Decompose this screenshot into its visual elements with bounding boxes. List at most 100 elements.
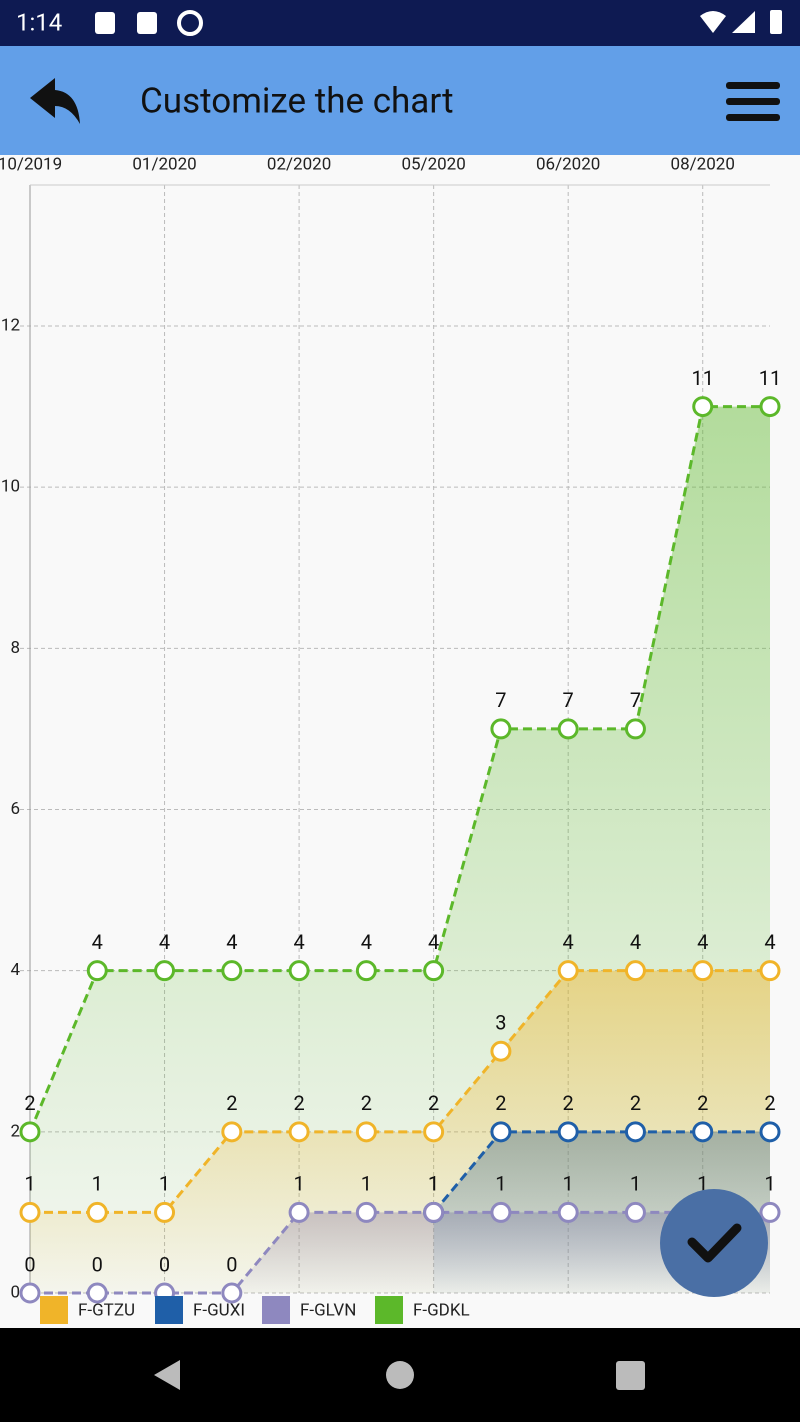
x-tick-label: 10/2019 [0,154,62,174]
line [28,405,770,1133]
data-label: 11 [759,366,781,390]
data-label: 0 [92,1252,103,1276]
x-tick-label: 01/2020 [132,154,196,174]
legend-swatch [155,1296,183,1324]
data-label: 7 [495,688,506,712]
point [19,1201,41,1223]
point [355,1121,377,1143]
point [490,1201,512,1223]
point [624,960,646,982]
data-label: 2 [764,1091,775,1115]
point [288,960,310,982]
app-title: Customize the chart [140,80,454,121]
data-label: 1 [24,1172,35,1196]
app-bar [0,46,800,155]
data-label: 1 [159,1172,170,1196]
data-label: 4 [764,930,775,954]
point [288,1121,310,1143]
point [86,1201,108,1223]
x-tick-label: 06/2020 [536,154,600,174]
point [355,1201,377,1223]
point [624,718,646,740]
point [490,1040,512,1062]
point [624,1201,646,1223]
line [30,1210,770,1295]
data-label: 4 [697,930,708,954]
y-tick-label: 2 [10,1121,20,1141]
point [221,1121,243,1143]
legend-label: F-GUXI [193,1300,245,1320]
status-bar [0,0,800,46]
point [221,1282,243,1304]
data-label: 2 [24,1091,35,1115]
menu-button[interactable] [726,82,780,121]
point [692,396,714,418]
point [490,1121,512,1143]
nav-recent[interactable] [616,1361,645,1390]
data-label: 1 [495,1172,506,1196]
confirm-button[interactable] [660,1189,768,1297]
status-time: 1:14 [16,8,62,36]
data-label: 2 [495,1091,506,1115]
x-tick-label: 08/2020 [671,154,735,174]
point [355,960,377,982]
y-tick-label: 4 [10,960,20,980]
point [759,396,781,418]
data-label: 1 [428,1172,439,1196]
point [86,1282,108,1304]
point [154,1201,176,1223]
point [692,960,714,982]
point [19,1282,41,1304]
data-label: 2 [697,1091,708,1115]
data-label: 2 [428,1091,439,1115]
point [692,1121,714,1143]
data-label: 4 [361,930,372,954]
back-button[interactable] [30,78,80,124]
line [432,1130,770,1214]
data-label: 1 [361,1172,372,1196]
data-label: 4 [92,930,103,954]
data-label: 0 [226,1252,237,1276]
point [490,718,512,740]
status-icons [95,10,782,36]
point [423,1121,445,1143]
data-label: 4 [428,930,439,954]
nav-back[interactable] [154,1360,180,1390]
legend-label: F-GTZU [78,1300,135,1320]
data-label: 1 [428,1172,439,1196]
legend-swatch [40,1296,68,1324]
point [221,960,243,982]
data-label: 7 [563,688,574,712]
line [30,969,770,1214]
data-label: 2 [361,1091,372,1115]
point [557,1201,579,1223]
y-tick-label: 10 [1,477,20,497]
x-tick-label: 05/2020 [401,154,465,174]
legend-swatch [375,1296,403,1324]
x-tick-label: 02/2020 [267,154,331,174]
data-label: 2 [563,1091,574,1115]
y-tick-label: 6 [10,799,20,819]
point [624,1121,646,1143]
nav-home[interactable] [386,1361,414,1389]
y-tick-label: 8 [10,638,20,658]
legend-swatch [262,1296,290,1324]
data-label: 1 [92,1172,103,1196]
data-label: 1 [563,1172,574,1196]
point [154,960,176,982]
data-label: 4 [159,930,170,954]
data-label: 4 [630,930,641,954]
y-tick-label: 12 [1,316,20,336]
data-label: 1 [764,1172,775,1196]
point [423,960,445,982]
data-label: 0 [159,1252,170,1276]
y-tick-label: 0 [10,1282,20,1302]
point [759,1121,781,1143]
data-label: 1 [697,1172,708,1196]
data-label: 7 [630,688,641,712]
point [759,1201,781,1223]
point [423,1201,445,1223]
point [557,1121,579,1143]
